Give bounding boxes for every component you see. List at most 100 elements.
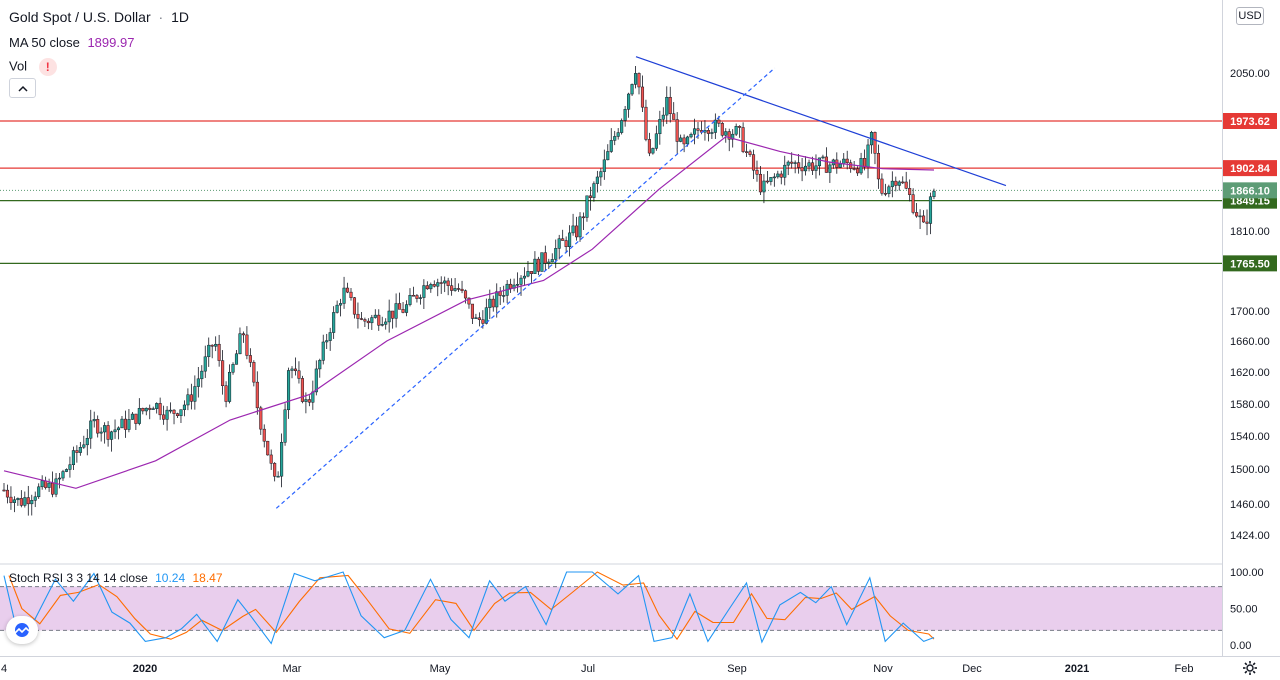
candle: [349, 288, 353, 301]
time-tick-label: May: [430, 663, 451, 675]
candle: [783, 155, 787, 186]
candle-body: [314, 368, 318, 393]
candle-body: [522, 275, 527, 279]
candle: [446, 277, 450, 296]
candle-body: [561, 238, 565, 241]
candle: [470, 303, 474, 324]
candle-body: [588, 195, 592, 198]
candle-body: [758, 173, 763, 193]
warning-icon[interactable]: !: [38, 58, 57, 76]
candle-body: [776, 173, 780, 178]
stoch-band-fill: [0, 586, 1222, 631]
candle: [575, 216, 579, 241]
candle: [682, 134, 686, 153]
symbol-name: Gold Spot / U.S. Dollar: [9, 9, 151, 25]
candle-body: [182, 404, 186, 410]
candle: [127, 409, 131, 433]
candle: [252, 360, 256, 387]
candle: [915, 202, 919, 218]
candle-body: [488, 298, 492, 308]
candle: [588, 186, 592, 211]
candle-body: [890, 180, 894, 188]
price-axis: 1424.00 1460.00 1500.00 1540.00 1580.00 1620.…: [1230, 68, 1270, 652]
candle-body: [318, 360, 322, 370]
candle: [436, 278, 440, 297]
stoch-rsi-legend[interactable]: Stoch RSI 3 3 14 14 close 10.24 18.47: [9, 571, 223, 585]
candle: [47, 478, 51, 492]
candle: [373, 309, 377, 319]
candle-body: [377, 314, 381, 326]
candle-body: [335, 304, 339, 313]
candle-body: [918, 215, 922, 218]
candle: [352, 297, 357, 319]
candle-body: [734, 125, 738, 135]
candle-body: [765, 180, 769, 183]
candle-body: [342, 287, 346, 304]
candle-body: [686, 136, 690, 145]
candle: [599, 168, 603, 186]
candle-body: [751, 154, 756, 171]
candle-body: [328, 332, 332, 341]
currency-button[interactable]: USD: [1236, 7, 1264, 25]
candle-body: [627, 93, 631, 110]
candle-body: [366, 320, 370, 324]
candle: [89, 409, 93, 449]
stoch-d-value: 18.47: [192, 571, 223, 585]
candle-body: [817, 157, 822, 167]
candle-body: [248, 355, 252, 363]
candle: [679, 134, 683, 143]
candle: [345, 282, 350, 294]
candle: [200, 365, 204, 388]
candle-body: [710, 132, 714, 134]
candle-body: [772, 176, 776, 179]
candle: [339, 298, 343, 317]
candle-body: [516, 284, 520, 286]
candle-body: [120, 418, 124, 429]
candle: [262, 424, 266, 448]
candle: [800, 157, 804, 182]
settings-gear-icon[interactable]: [1241, 659, 1259, 677]
candle-body: [75, 450, 79, 453]
candle: [85, 429, 89, 456]
candle-body: [189, 394, 193, 402]
candle-body: [876, 153, 880, 180]
tradingview-logo[interactable]: [6, 616, 38, 644]
stoch-label: Stoch RSI 3 3 14 14 close: [9, 571, 148, 585]
vol-label: Vol: [9, 58, 28, 74]
candle-body: [592, 183, 596, 198]
candle-body: [863, 158, 867, 168]
candle-body: [810, 162, 815, 171]
candle-body: [526, 271, 530, 277]
collapse-legend-button[interactable]: [9, 78, 36, 98]
candle-body: [682, 137, 686, 145]
candle-body: [332, 312, 336, 333]
candle-body: [470, 303, 474, 319]
candle-body: [800, 167, 804, 172]
candle: [311, 380, 315, 410]
candle: [297, 361, 301, 384]
stoch-rsi-lines: [3, 571, 935, 645]
candle: [37, 483, 41, 499]
candle-body: [30, 500, 34, 505]
candle-body: [675, 119, 679, 142]
candle-body: [436, 282, 440, 287]
candle-body: [162, 414, 166, 420]
candle: [321, 334, 325, 365]
candle: [207, 337, 211, 367]
candle: [620, 118, 624, 135]
candle-body: [64, 469, 69, 472]
candle: [911, 188, 915, 215]
candle: [627, 92, 631, 118]
candle-body: [9, 496, 13, 503]
candle-body: [928, 196, 933, 224]
candle-body: [866, 144, 870, 168]
vol-legend[interactable]: Vol !: [9, 58, 57, 76]
candle-body: [595, 176, 599, 184]
ma-legend[interactable]: MA 50 close 1899.97: [9, 35, 134, 50]
candle: [758, 165, 763, 195]
candle: [411, 286, 416, 297]
candle: [71, 446, 75, 471]
candle: [169, 402, 173, 414]
candle-body: [620, 120, 624, 133]
